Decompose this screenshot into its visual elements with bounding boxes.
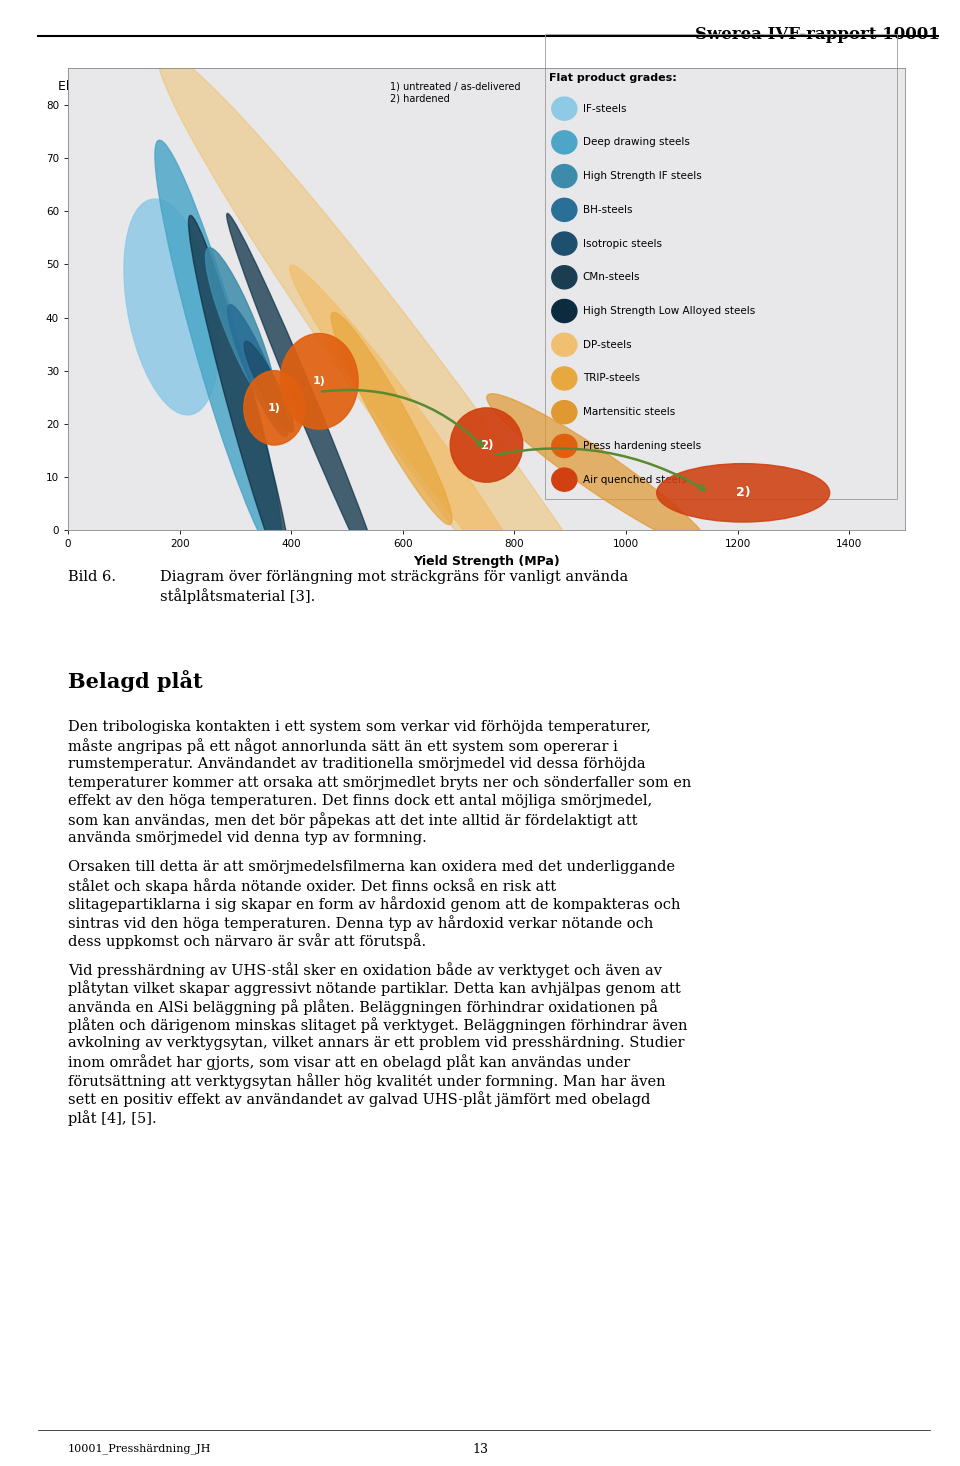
Text: rumstemperatur. Användandet av traditionella smörjmedel vid dessa förhöjda: rumstemperatur. Användandet av tradition… [68,756,646,771]
Text: 2): 2) [736,487,751,500]
Ellipse shape [552,97,577,120]
X-axis label: Yield Strength (MPa): Yield Strength (MPa) [413,554,560,567]
Text: plåt [4], [5].: plåt [4], [5]. [68,1110,156,1126]
Text: Den tribologiska kontakten i ett system som verkar vid förhöjda temperaturer,: Den tribologiska kontakten i ett system … [68,720,651,734]
Text: CMn-steels: CMn-steels [583,273,640,283]
Text: Bild 6.: Bild 6. [68,570,116,583]
Text: Diagram över förlängning mot sträckgräns för vanligt använda: Diagram över förlängning mot sträckgräns… [160,570,628,583]
Text: slitagepartiklarna i sig skapar en form av hårdoxid genom att de kompakteras och: slitagepartiklarna i sig skapar en form … [68,897,681,912]
Ellipse shape [552,366,577,390]
Ellipse shape [280,334,358,430]
Text: förutsättning att verktygsytan håller hög kvalitét under formning. Man har även: förutsättning att verktygsytan håller hö… [68,1073,665,1089]
Text: 1): 1) [268,403,281,413]
Ellipse shape [450,408,523,482]
Ellipse shape [552,434,577,457]
Ellipse shape [487,394,709,550]
Text: High Strength Low Alloyed steels: High Strength Low Alloyed steels [583,306,755,317]
Ellipse shape [244,342,294,432]
Text: 1) untreated / as-delivered
2) hardened: 1) untreated / as-delivered 2) hardened [391,82,520,104]
Text: 2): 2) [480,438,493,452]
Text: temperaturer kommer att orsaka att smörjmedlet bryts ner och sönderfaller som en: temperaturer kommer att orsaka att smörj… [68,776,691,790]
Text: dess uppkomst och närvaro är svår att förutspå.: dess uppkomst och närvaro är svår att fö… [68,934,426,950]
Ellipse shape [552,130,577,154]
Ellipse shape [188,216,294,589]
Text: måste angripas på ett något annorlunda sätt än ett system som opererar i: måste angripas på ett något annorlunda s… [68,739,618,755]
Text: Orsaken till detta är att smörjmedelsfilmerna kan oxidera med det underliggande: Orsaken till detta är att smörjmedelsfil… [68,859,675,874]
Ellipse shape [552,198,577,221]
Text: avkolning av verktygsytan, vilket annars är ett problem vid presshärdning. Studi: avkolning av verktygsytan, vilket annars… [68,1036,684,1050]
Text: använda smörjmedel vid denna typ av formning.: använda smörjmedel vid denna typ av form… [68,831,427,844]
Text: 1): 1) [313,377,325,387]
Text: Swerea IVF-rapport 10001: Swerea IVF-rapport 10001 [695,26,940,43]
Text: Flat product grades:: Flat product grades: [549,73,677,82]
Text: plåten och därigenom minskas slitaget på verktyget. Beläggningen förhindrar även: plåten och därigenom minskas slitaget på… [68,1017,687,1034]
Text: sett en positiv effekt av användandet av galvad UHS-plåt jämfört med obelagd: sett en positiv effekt av användandet av… [68,1092,650,1107]
Text: 10001_Presshärdning_JH: 10001_Presshärdning_JH [68,1443,211,1454]
Text: använda en AlSi beläggning på plåten. Beläggningen förhindrar oxidationen på: använda en AlSi beläggning på plåten. Be… [68,998,658,1014]
Ellipse shape [552,164,577,188]
Text: som kan användas, men det bör påpekas att det inte alltid är fördelaktigt att: som kan användas, men det bör påpekas at… [68,812,637,828]
Text: Isotropic steels: Isotropic steels [583,239,661,249]
Ellipse shape [157,50,737,840]
Text: plåtytan vilket skapar aggressivt nötande partiklar. Detta kan avhjälpas genom a: plåtytan vilket skapar aggressivt nötand… [68,981,681,997]
Ellipse shape [205,248,276,409]
Ellipse shape [657,463,829,522]
Text: stålet och skapa hårda nötande oxider. Det finns också en risk att: stålet och skapa hårda nötande oxider. D… [68,878,556,894]
Ellipse shape [552,333,577,356]
Text: stålplåtsmaterial [3].: stålplåtsmaterial [3]. [160,588,315,604]
Text: Martensitic steels: Martensitic steels [583,408,675,418]
Ellipse shape [552,468,577,491]
Ellipse shape [552,232,577,255]
Ellipse shape [124,199,219,415]
Text: inom området har gjorts, som visar att en obelagd plåt kan användas under: inom området har gjorts, som visar att e… [68,1054,631,1070]
Text: effekt av den höga temperaturen. Det finns dock ett antal möjliga smörjmedel,: effekt av den höga temperaturen. Det fin… [68,795,652,808]
Ellipse shape [331,312,452,525]
Ellipse shape [155,141,282,559]
Ellipse shape [244,371,305,446]
Text: Vid presshärdning av UHS-stål sker en oxidation både av verktyget och även av: Vid presshärdning av UHS-stål sker en ox… [68,962,662,978]
Text: BH-steels: BH-steels [583,205,633,216]
Text: Deep drawing steels: Deep drawing steels [583,138,689,148]
Text: 13: 13 [472,1443,488,1456]
Text: TRIP-steels: TRIP-steels [583,374,639,384]
Text: Air quenched steels: Air quenched steels [583,475,686,485]
Ellipse shape [290,265,539,604]
Ellipse shape [227,214,389,603]
Text: sintras vid den höga temperaturen. Denna typ av hårdoxid verkar nötande och: sintras vid den höga temperaturen. Denna… [68,915,654,931]
Text: DP-steels: DP-steels [583,340,632,350]
Ellipse shape [552,265,577,289]
Ellipse shape [228,305,288,437]
Ellipse shape [552,299,577,323]
Text: Press hardening steels: Press hardening steels [583,441,701,452]
Text: High Strength IF steels: High Strength IF steels [583,172,702,182]
Text: Elongation (%): Elongation (%) [58,81,151,92]
Text: Belagd plåt: Belagd plåt [68,670,203,692]
Ellipse shape [552,400,577,424]
Text: IF-steels: IF-steels [583,104,626,114]
